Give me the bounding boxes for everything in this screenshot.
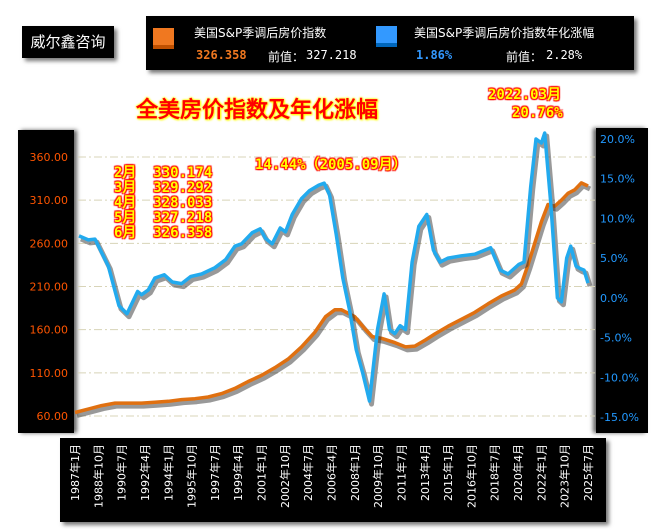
recent-value-may: 5月 327.218: [114, 210, 213, 226]
legend-prev-yoy: 2.28%: [546, 48, 583, 62]
left-axis-panel: [18, 130, 74, 433]
right-tick-label: 15.0%: [600, 173, 635, 186]
left-tick-label: 260.00: [30, 237, 69, 250]
brand-label: 威尔鑫咨询: [22, 26, 114, 58]
annotation-peak-2022-date: 2022.03月: [488, 87, 562, 103]
x-tick-label: 2009年10月: [371, 444, 385, 508]
x-tick-label: 2011年7月: [394, 444, 408, 501]
x-tick-label: 2022年1月: [534, 444, 548, 501]
x-tick-label: 2015年1月: [441, 444, 455, 501]
left-tick-label: 110.00: [30, 367, 69, 380]
x-tick-label: 2020年4月: [511, 444, 525, 501]
legend-value-index: 326.358: [196, 48, 247, 62]
x-tick-label: 2016年10月: [464, 444, 478, 508]
annotation-recent-values: 2月 330.174 3月 329.292 4月 328.033 5月 327.218…: [114, 151, 212, 241]
x-tick-label: 2008年1月: [348, 444, 362, 501]
left-tick-label: 360.00: [30, 151, 69, 164]
x-tick-label: 1997年7月: [208, 444, 222, 501]
legend-name-yoy: 美国S&P季调后房价指数年化涨幅: [414, 26, 595, 40]
right-tick-label: 5.0%: [600, 252, 628, 265]
x-tick-label: 2018年7月: [488, 444, 502, 501]
right-tick-label: -10.0%: [600, 371, 639, 384]
legend-swatch-index: [153, 28, 174, 49]
x-tick-label: 1992年4月: [138, 444, 152, 501]
x-tick-label: 2006年4月: [325, 444, 339, 501]
legend-swatch-yoy: [376, 26, 397, 47]
recent-value-feb: 2月 330.174: [114, 165, 213, 181]
series-line-index: [74, 181, 589, 415]
x-tick-label: 1999年4月: [231, 444, 245, 501]
x-tick-label: 1995年10月: [185, 444, 199, 508]
x-tick-label: 2001年1月: [255, 444, 269, 501]
x-axis-panel: [60, 438, 606, 522]
x-tick-label: 1994年1月: [161, 444, 175, 501]
x-tick-label: 2004年7月: [301, 444, 315, 501]
legend-prev-label-yoy: 前值：: [506, 50, 543, 64]
x-tick-label: 2002年10月: [278, 444, 292, 508]
recent-value-jun: 6月 326.358: [114, 225, 213, 241]
series-line-yoy: [78, 131, 590, 403]
legend-prev-label-index: 前值：: [268, 50, 305, 64]
legend-value-yoy: 1.86%: [416, 48, 453, 62]
recent-value-mar: 3月 329.292: [114, 180, 213, 196]
x-tick-label: 1988年10月: [91, 444, 105, 508]
right-tick-label: 0.0%: [600, 292, 628, 305]
legend: 美国S&P季调后房价指数 326.358 前值： 327.218 美国S&P季调…: [146, 16, 634, 70]
right-tick-label: -15.0%: [600, 411, 639, 424]
legend-name-index: 美国S&P季调后房价指数: [194, 26, 327, 40]
x-tick-label: 1990年7月: [115, 444, 129, 501]
left-tick-label: 310.00: [30, 194, 69, 207]
left-tick-label: 60.00: [37, 410, 69, 423]
x-tick-label: 2025年7月: [581, 444, 595, 501]
left-tick-label: 210.00: [30, 281, 69, 294]
annotation-peak-2022-value: 20.76%: [512, 105, 563, 121]
legend-prev-index: 327.218: [306, 48, 357, 62]
right-tick-label: 20.0%: [600, 133, 635, 146]
recent-value-apr: 4月 328.033: [114, 195, 213, 211]
x-tick-label: 2023年10月: [558, 444, 572, 508]
right-tick-label: -5.0%: [600, 332, 632, 345]
annotation-peak-2005: 14.44%（2005.09月）: [255, 157, 407, 173]
right-tick-label: 10.0%: [600, 212, 635, 225]
chart-title: 全美房价指数及年化涨幅: [136, 98, 379, 123]
x-tick-label: 2013年4月: [418, 444, 432, 501]
left-tick-label: 160.00: [30, 324, 69, 337]
right-axis-panel: [596, 128, 648, 433]
x-tick-label: 1987年1月: [68, 444, 82, 501]
